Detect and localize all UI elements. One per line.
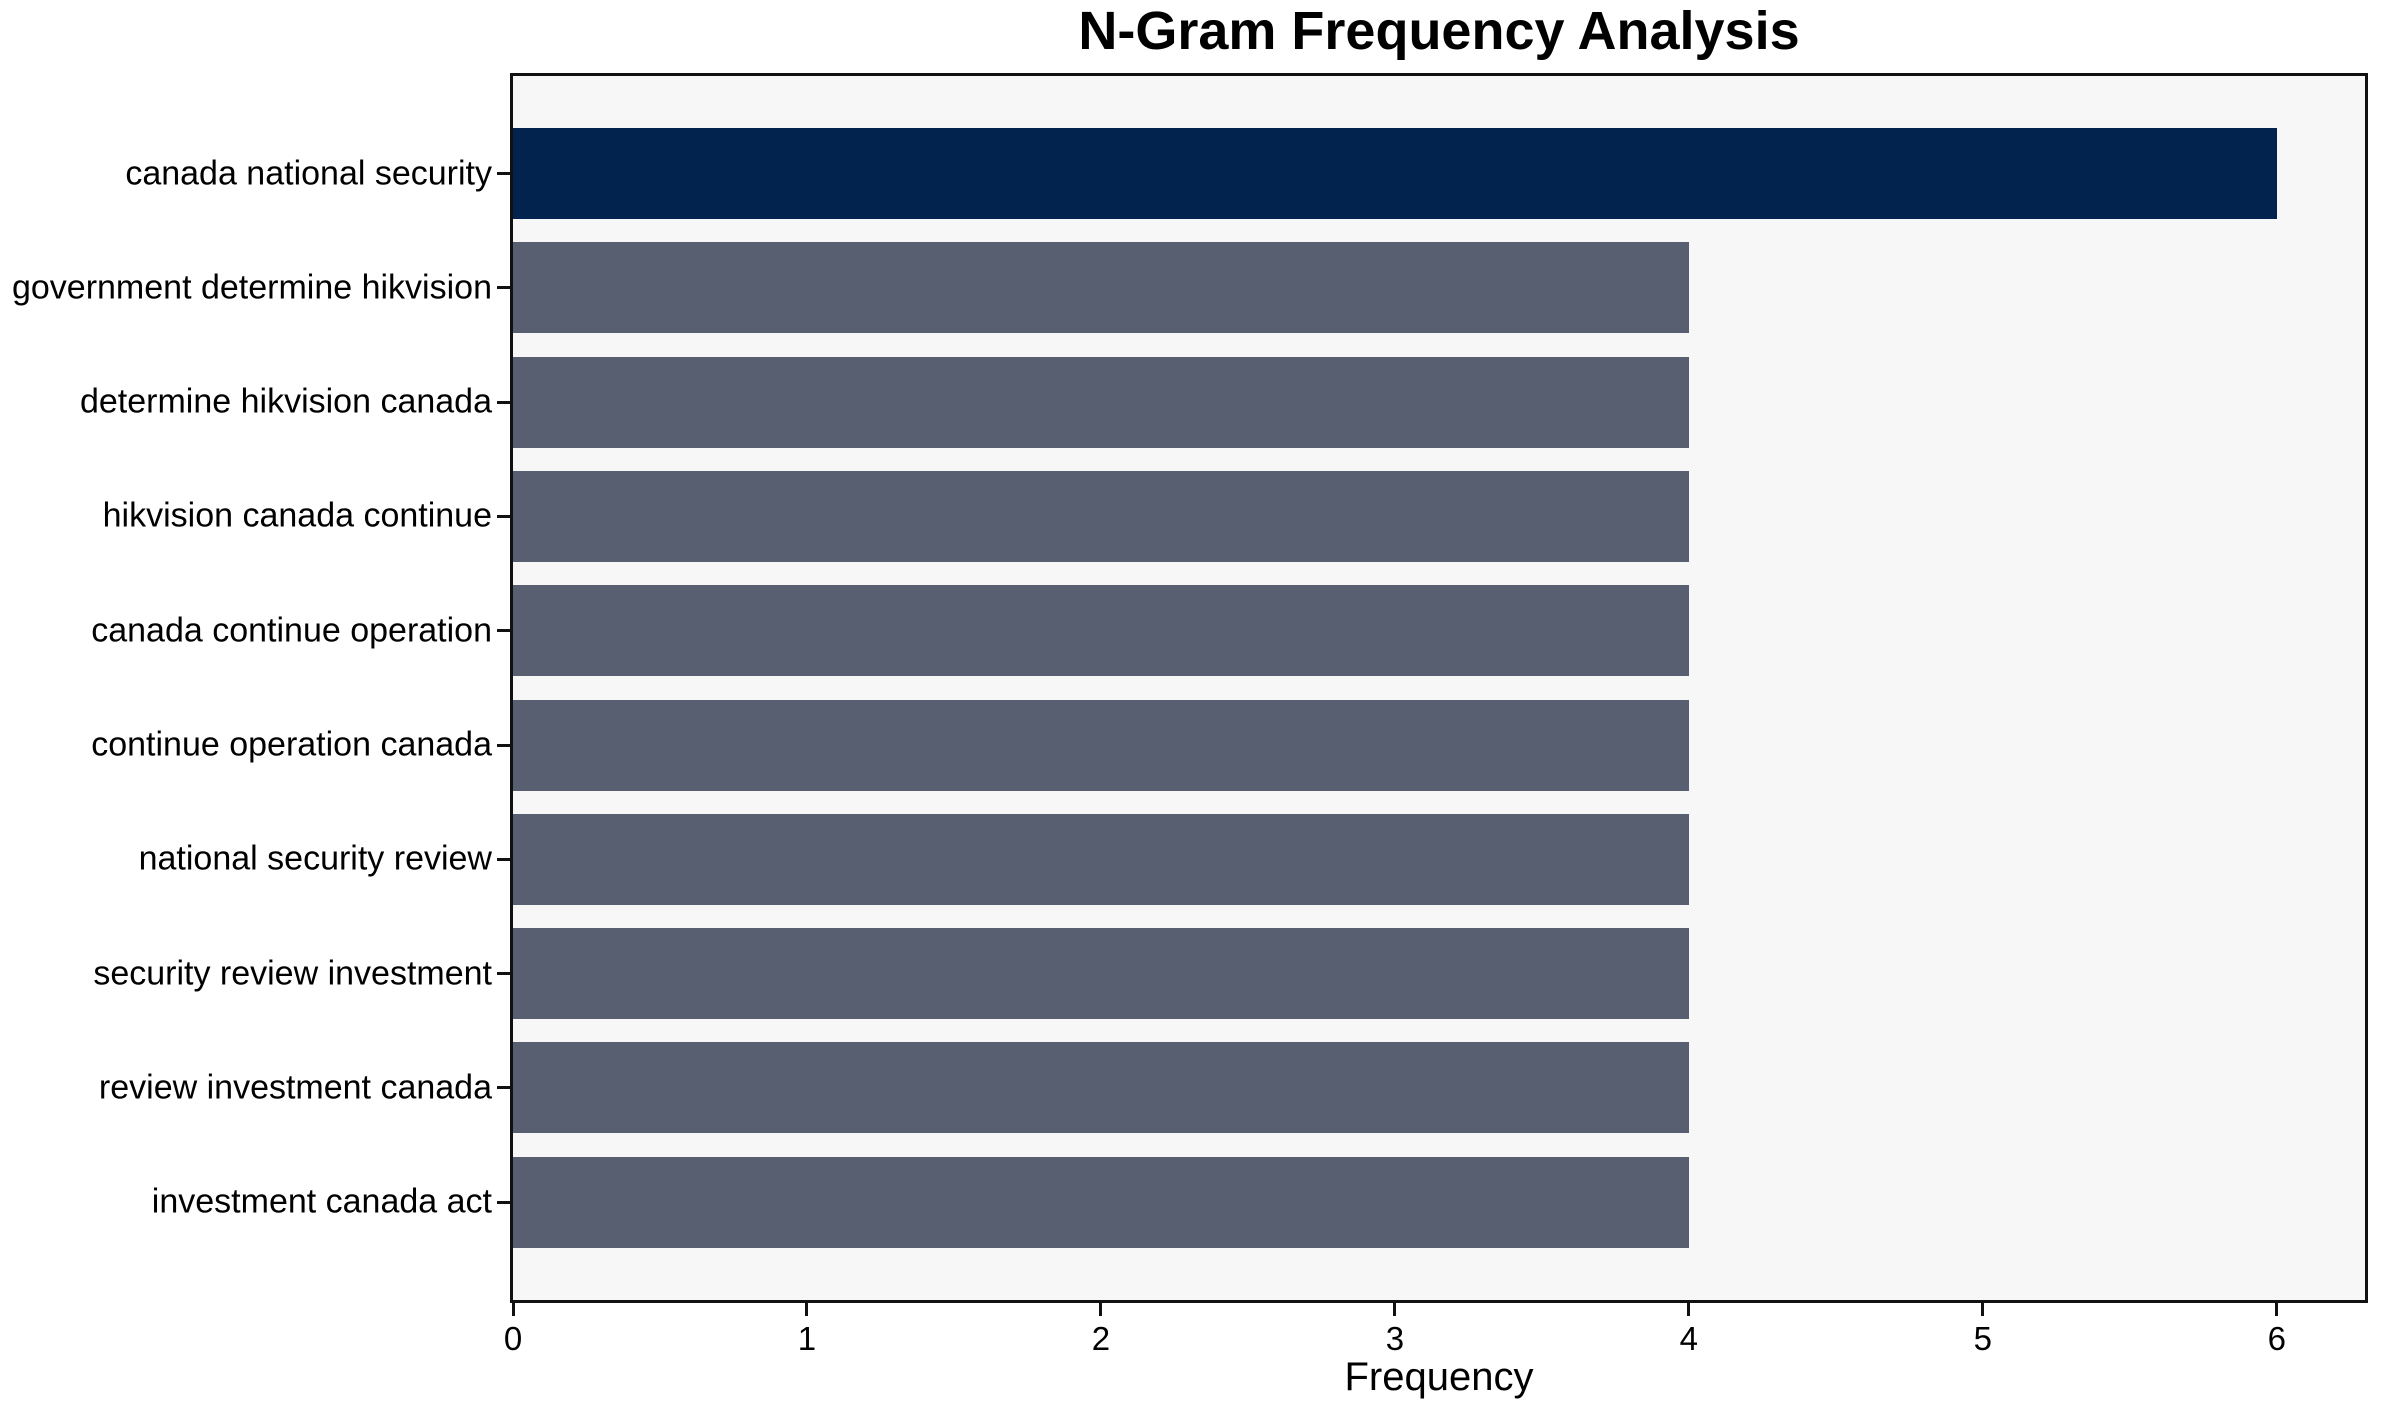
y-tick-label: determine hikvision canada [79, 382, 492, 421]
x-tick-label: 1 [797, 1320, 817, 1357]
x-tick-label: 2 [1091, 1320, 1111, 1357]
y-tick-label: canada continue operation [91, 611, 492, 650]
y-tick-label: continue operation canada [91, 725, 492, 764]
y-tick-mark [497, 286, 510, 290]
y-tick-mark [497, 972, 510, 976]
y-tick-mark [497, 1200, 510, 1204]
y-tick-mark [497, 172, 510, 175]
bar [513, 128, 2277, 219]
y-tick-mark [497, 1086, 510, 1090]
y-tick-label: national security review [138, 839, 492, 878]
y-tick-mark [497, 514, 510, 518]
bar [513, 928, 1689, 1020]
bar [513, 356, 1689, 448]
x-tick-label: 6 [2267, 1320, 2286, 1357]
y-tick-label: security review investment [93, 954, 492, 993]
bar [513, 470, 1689, 562]
y-tick-label: investment canada act [151, 1182, 492, 1221]
y-tick-mark [497, 743, 510, 747]
bar [513, 699, 1689, 791]
y-tick-mark [497, 400, 510, 404]
x-axis-label: Frequency [1344, 1355, 1534, 1399]
y-tick-mark [497, 857, 510, 861]
x-tick-label: 5 [1973, 1320, 1992, 1357]
bar [513, 813, 1689, 905]
bar [513, 242, 1689, 334]
x-tick-label: 3 [1385, 1320, 1405, 1357]
y-tick-label: government determine hikvision [11, 268, 492, 307]
x-tick-mark [1687, 1303, 1691, 1316]
x-tick-mark [1393, 1303, 1397, 1316]
x-tick-mark [805, 1303, 809, 1316]
y-tick-mark [497, 629, 510, 633]
bar [513, 585, 1689, 677]
x-tick-mark [1099, 1303, 1103, 1316]
y-tick-label: hikvision canada continue [102, 496, 492, 535]
x-tick-mark [511, 1303, 515, 1316]
chart-title: N-Gram Frequency Analysis [1078, 1, 1800, 61]
x-tick-mark [2275, 1303, 2279, 1316]
x-tick-label: 0 [503, 1320, 523, 1357]
bar [513, 1042, 1689, 1134]
x-tick-mark [1981, 1303, 1985, 1316]
y-tick-label: review investment canada [98, 1068, 492, 1107]
y-tick-label: canada national security [125, 154, 492, 192]
bar [513, 1156, 1689, 1248]
plot-area [510, 73, 2368, 1303]
x-tick-label: 4 [1679, 1320, 1699, 1357]
